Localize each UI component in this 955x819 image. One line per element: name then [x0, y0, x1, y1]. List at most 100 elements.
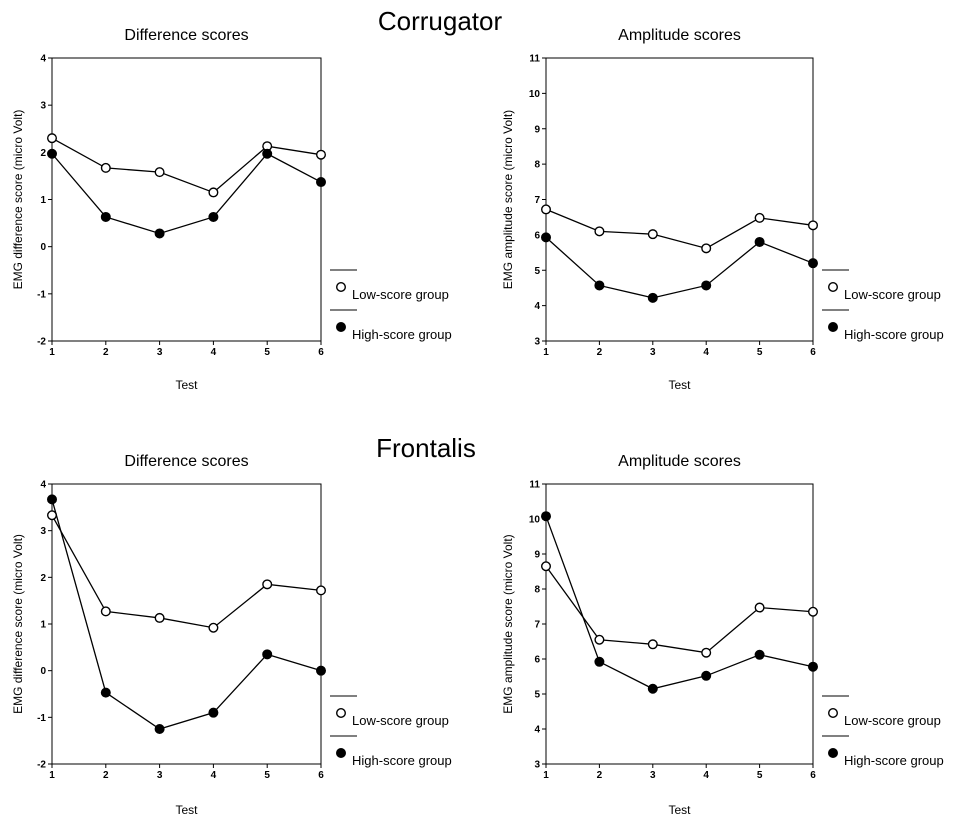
plot-frame	[545, 57, 814, 342]
y-tick-label: 4	[40, 54, 46, 65]
series-line-1	[51, 137, 322, 194]
y-axis-label: EMG difference score (micro Volt)	[11, 534, 25, 714]
x-tick-label: 2	[597, 770, 603, 781]
legend-label: High-score group	[352, 753, 452, 768]
y-tick-label: -1	[37, 713, 46, 724]
x-tick-label: 2	[103, 347, 109, 358]
filled-circle-marker	[541, 232, 552, 243]
x-tick-label: 3	[157, 770, 163, 781]
open-circle-marker	[154, 167, 165, 178]
y-tick-label: 3	[40, 526, 46, 537]
y-tick-label: -1	[37, 289, 46, 300]
legend-filled-circle-icon	[828, 748, 839, 759]
x-tick-label: 3	[157, 347, 163, 358]
legend-open-circle-icon	[828, 708, 839, 719]
filled-circle-marker	[100, 211, 111, 222]
filled-circle-marker	[208, 211, 219, 222]
filled-circle-marker	[316, 665, 327, 676]
filled-circle-marker	[808, 258, 819, 269]
y-tick-label: -2	[37, 760, 46, 771]
filled-circle-marker	[47, 494, 58, 505]
filled-circle-marker	[647, 292, 658, 303]
y-tick-label: 3	[534, 760, 540, 771]
open-circle-marker	[808, 606, 819, 617]
series-line-2	[545, 236, 814, 299]
open-circle-marker	[701, 243, 712, 254]
y-tick-label: 1	[40, 620, 46, 631]
open-circle-marker	[100, 606, 111, 617]
open-circle-marker	[754, 212, 765, 223]
filled-circle-marker	[701, 670, 712, 681]
open-circle-marker	[208, 187, 219, 198]
filled-circle-marker	[262, 649, 273, 660]
filled-circle-marker	[754, 649, 765, 660]
chart-panel-3: Difference scores -2 -1 0 1 2 3 4 1 2 3 4 5 6 Test EMG …	[11, 453, 452, 817]
open-circle-marker	[316, 585, 327, 596]
series-line-2	[545, 515, 814, 690]
legend-filled-circle-icon	[828, 322, 839, 333]
y-tick-label: 5	[534, 266, 540, 277]
x-tick-label: 5	[264, 347, 270, 358]
x-tick-label: 1	[49, 347, 55, 358]
y-tick-label: 9	[534, 550, 540, 561]
x-tick-label: 6	[318, 347, 324, 358]
legend-open-circle-icon	[828, 282, 839, 293]
open-circle-marker	[541, 561, 552, 572]
x-tick-label: 6	[810, 347, 816, 358]
x-tick-label: 1	[543, 347, 549, 358]
series-line-2	[51, 152, 322, 235]
legend-label: High-score group	[844, 753, 944, 768]
filled-circle-marker	[316, 177, 327, 188]
legend-open-circle-icon	[336, 708, 347, 719]
legend-open-circle-icon	[336, 282, 347, 293]
open-circle-marker	[594, 226, 605, 237]
open-circle-marker	[47, 133, 58, 144]
open-circle-marker	[154, 612, 165, 623]
series-line-1	[51, 514, 322, 629]
panel-title: Amplitude scores	[618, 453, 741, 470]
open-circle-marker	[316, 149, 327, 160]
y-tick-label: 4	[534, 301, 540, 312]
open-circle-marker	[808, 220, 819, 231]
legend: Low-score group High-score group	[330, 695, 452, 768]
y-tick-label: 0	[40, 242, 46, 253]
y-tick-label: 3	[40, 101, 46, 112]
y-tick-label: 10	[529, 89, 541, 100]
open-circle-marker	[541, 204, 552, 215]
filled-circle-marker	[262, 148, 273, 159]
x-tick-label: 3	[650, 770, 656, 781]
legend-label: Low-score group	[352, 287, 449, 302]
panel-title: Difference scores	[124, 453, 248, 470]
y-tick-label: 7	[534, 195, 540, 206]
x-tick-label: 2	[597, 347, 603, 358]
x-axis-label: Test	[668, 378, 691, 392]
filled-circle-marker	[208, 707, 219, 718]
plot-frame	[51, 483, 322, 765]
plot-frame	[51, 57, 322, 342]
filled-circle-marker	[647, 683, 658, 694]
legend-filled-circle-icon	[336, 322, 347, 333]
section-title-corrugator: Corrugator	[378, 6, 503, 36]
x-tick-label: 1	[49, 770, 55, 781]
y-tick-label: 9	[534, 124, 540, 135]
x-tick-label: 5	[264, 770, 270, 781]
filled-circle-marker	[100, 687, 111, 698]
y-axis-label: EMG amplitude score (micro Volt)	[501, 534, 515, 713]
legend-label: High-score group	[844, 327, 944, 342]
y-tick-label: 6	[534, 655, 540, 666]
series-line-1	[545, 565, 814, 654]
x-axis-label: Test	[668, 803, 691, 817]
filled-circle-marker	[808, 661, 819, 672]
open-circle-marker	[647, 639, 658, 650]
panel-title: Difference scores	[124, 27, 248, 44]
filled-circle-marker	[594, 280, 605, 291]
legend-label: Low-score group	[844, 713, 941, 728]
legend-label: High-score group	[352, 327, 452, 342]
series-line-1	[545, 208, 814, 250]
y-tick-label: 4	[534, 725, 540, 736]
filled-circle-marker	[154, 724, 165, 735]
legend: Low-score group High-score group	[822, 269, 944, 342]
x-tick-label: 4	[703, 770, 709, 781]
